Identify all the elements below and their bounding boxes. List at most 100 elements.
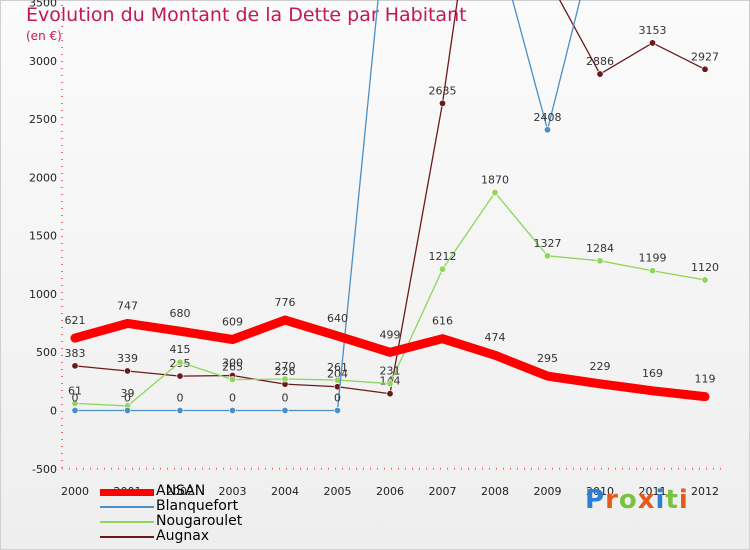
data-label-ansan: 609 [222, 316, 243, 329]
data-point-nougaroulet [176, 358, 184, 366]
data-label-ansan: 295 [537, 352, 558, 365]
data-point-nougaroulet [596, 257, 604, 265]
x-tick-label: 2007 [429, 485, 457, 498]
x-tick-label: 2009 [534, 485, 562, 498]
data-point-augnax [648, 39, 656, 47]
y-tick-label: 500 [36, 346, 57, 359]
data-label-nougaroulet: 1870 [481, 173, 509, 186]
x-tick-label: 2002 [166, 485, 194, 498]
data-point-blanquefort [124, 406, 132, 414]
data-label-blanquefort: 0 [72, 392, 79, 405]
y-tick-label: 0 [50, 405, 57, 418]
data-label-nougaroulet: 1199 [639, 252, 667, 265]
chart-title: Evolution du Montant de la Dette par Hab… [26, 4, 467, 26]
x-tick-label: 2006 [376, 485, 404, 498]
series-line-augnax-1 [389, 0, 706, 395]
x-tick-label: 2010 [586, 485, 614, 498]
data-point-nougaroulet [491, 188, 499, 196]
legend-label-ansan: ANSAN [156, 483, 206, 499]
data-label-ansan: 747 [117, 299, 138, 312]
x-tick-label: 2004 [271, 485, 299, 498]
data-point-nougaroulet [648, 267, 656, 275]
y-tick-label: 2500 [29, 113, 57, 126]
data-label-ansan: 119 [695, 373, 716, 386]
x-tick-label: 2005 [324, 485, 352, 498]
data-point-augnax [71, 362, 79, 370]
data-label-blanquefort: 2408 [534, 111, 562, 124]
data-label-blanquefort: 0 [177, 392, 184, 405]
data-label-nougaroulet: 1212 [429, 250, 457, 263]
y-tick-label: -500 [32, 463, 57, 476]
data-label-ansan: 640 [327, 312, 348, 325]
data-point-blanquefort [71, 406, 79, 414]
data-label-nougaroulet: 415 [170, 343, 191, 356]
data-label-blanquefort: 0 [334, 392, 341, 405]
data-label-nougaroulet: 261 [327, 361, 348, 374]
data-point-augnax [701, 65, 709, 73]
data-label-augnax: 2635 [429, 84, 457, 97]
legend-label-blanquefort: Blanquefort [156, 498, 239, 514]
data-label-nougaroulet: 265 [222, 361, 243, 374]
chart-subtitle: (en €) [26, 29, 62, 43]
data-label-augnax: 2927 [691, 50, 719, 63]
data-label-augnax: 2886 [586, 55, 614, 68]
data-label-ansan: 680 [170, 307, 191, 320]
data-point-blanquefort [176, 406, 184, 414]
data-label-ansan: 616 [432, 315, 453, 328]
data-label-augnax: 339 [117, 352, 138, 365]
data-label-nougaroulet: 39 [121, 387, 135, 400]
data-point-blanquefort [229, 406, 237, 414]
data-point-augnax [124, 367, 132, 375]
data-point-blanquefort [333, 406, 341, 414]
legend-item-blanquefort: Blanquefort [100, 498, 400, 515]
data-point-augnax [438, 99, 446, 107]
y-tick-label: 3500 [29, 0, 57, 9]
data-label-nougaroulet: 61 [68, 384, 82, 397]
legend-item-nougaroulet: Nougaroulet [100, 513, 400, 530]
data-label-nougaroulet: 231 [380, 365, 401, 378]
legend-swatch-augnax [100, 536, 154, 538]
data-label-ansan: 776 [275, 296, 296, 309]
legend: ANSAN Blanquefort Nougaroulet Augnax [100, 483, 400, 545]
data-label-blanquefort: 0 [282, 392, 289, 405]
data-point-nougaroulet [438, 265, 446, 273]
data-label-ansan: 499 [380, 328, 401, 341]
data-label-ansan: 229 [590, 360, 611, 373]
legend-swatch-blanquefort [100, 506, 154, 508]
y-tick-label: 1500 [29, 230, 57, 243]
legend-item-ansan: ANSAN [100, 483, 400, 500]
data-label-augnax: 383 [65, 347, 86, 360]
data-label-blanquefort: 0 [124, 392, 131, 405]
data-point-nougaroulet [543, 252, 551, 260]
x-tick-label: 2003 [219, 485, 247, 498]
data-label-nougaroulet: 1120 [691, 261, 719, 274]
legend-label-augnax: Augnax [156, 528, 210, 544]
data-point-augnax [176, 372, 184, 380]
x-tick-label: 2011 [639, 485, 667, 498]
data-label-ansan: 474 [485, 331, 506, 344]
data-label-nougaroulet: 1327 [534, 237, 562, 250]
data-point-nougaroulet [701, 276, 709, 284]
y-tick-label: 3000 [29, 55, 57, 68]
proxiti-logo: Proxiti [585, 485, 689, 515]
data-point-augnax [596, 70, 604, 78]
data-label-ansan: 621 [65, 314, 86, 327]
data-label-augnax: 3153 [639, 24, 667, 37]
data-point-augnax [386, 390, 394, 398]
data-label-ansan: 169 [642, 367, 663, 380]
legend-item-augnax: Augnax [100, 528, 400, 545]
data-label-augnax: 226 [275, 365, 296, 378]
y-tick-label: 2000 [29, 171, 57, 184]
data-label-nougaroulet: 1284 [586, 242, 614, 255]
series-line-blanquefort-0 [74, 0, 379, 412]
series-line-ansan [70, 315, 710, 402]
data-point-nougaroulet [229, 376, 237, 384]
data-point-blanquefort [543, 126, 551, 134]
legend-swatch-nougaroulet [100, 521, 154, 523]
data-point-nougaroulet [71, 399, 79, 407]
data-point-nougaroulet [386, 380, 394, 388]
data-point-nougaroulet [281, 375, 289, 383]
data-label-blanquefort: 0 [229, 392, 236, 405]
